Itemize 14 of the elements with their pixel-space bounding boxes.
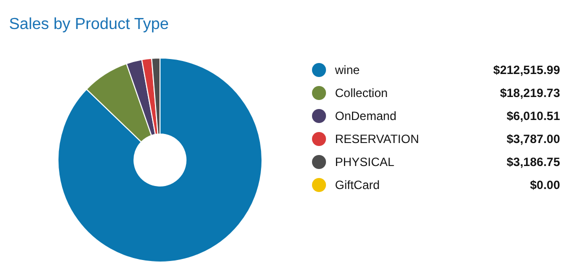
legend-label: wine bbox=[335, 62, 361, 76]
data-label: $6,010.51 bbox=[506, 108, 560, 122]
legend-label: PHYSICAL bbox=[335, 154, 396, 168]
data-label: $3,787.00 bbox=[506, 132, 560, 146]
data-label: $212,515.99 bbox=[493, 62, 560, 76]
donut-slice bbox=[86, 63, 152, 142]
chart-title: Sales by Product Type bbox=[9, 16, 169, 34]
legend-label: OnDemand bbox=[335, 108, 398, 122]
legend-label: Collection bbox=[335, 86, 389, 100]
legend-label: RESERVATION bbox=[335, 132, 420, 146]
text: $0.00 bbox=[530, 178, 560, 192]
data-label: $18,219.73 bbox=[500, 86, 560, 100]
legend-label: GiftCard bbox=[335, 178, 381, 192]
data-label: $3,186.75 bbox=[506, 154, 560, 168]
